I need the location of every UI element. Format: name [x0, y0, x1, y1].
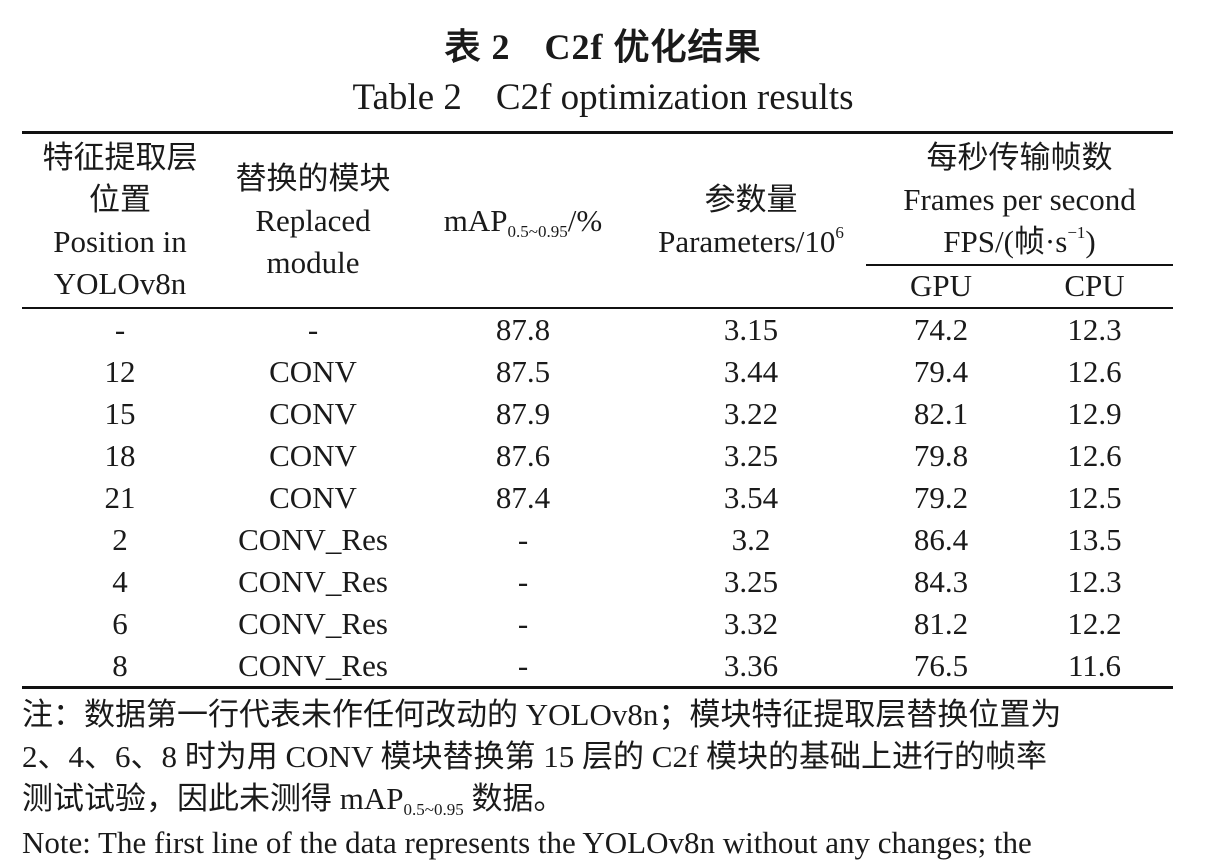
- header-fps-unit-suffix: ): [1085, 224, 1096, 259]
- header-fps-cn: 每秒传输帧数: [926, 140, 1113, 175]
- header-map: mAP0.5~0.95/%: [408, 200, 638, 242]
- cell-gpu: 79.4: [913, 354, 969, 389]
- top-rule: [22, 131, 1173, 134]
- header-position: 特征提取层 位置 Position in YOLOv8n: [22, 137, 218, 305]
- bottom-rule: [22, 686, 1173, 689]
- header-map-sub: 0.5~0.95: [507, 222, 568, 241]
- cell-gpu: 74.2: [913, 312, 969, 347]
- header-module-cn: 替换的模块: [235, 161, 391, 196]
- cell-module: CONV: [269, 480, 357, 515]
- cell-cpu: 12.3: [1067, 312, 1122, 347]
- cell-position: 6: [112, 606, 128, 641]
- cell-position: -: [114, 312, 126, 347]
- cell-module: CONV: [269, 396, 357, 431]
- cell-map: 87.9: [495, 396, 551, 431]
- cell-params: 3.44: [723, 354, 779, 389]
- cell-params: 3.32: [723, 606, 779, 641]
- header-position-en-2: YOLOv8n: [53, 266, 187, 301]
- header-module-en-2: module: [266, 245, 360, 280]
- caption-cn-label: 表 2: [444, 27, 511, 67]
- cell-cpu: 12.9: [1067, 396, 1122, 431]
- header-fps-unit: FPS/(帧·s: [943, 224, 1068, 259]
- cell-cpu: 12.5: [1067, 480, 1122, 515]
- cell-map: 87.4: [495, 480, 551, 515]
- cell-position: 8: [112, 648, 128, 683]
- cell-position: 18: [104, 438, 136, 473]
- table-caption-en: Table 2 C2f optimization results: [0, 76, 1206, 119]
- cell-cpu: 12.3: [1067, 564, 1122, 599]
- note-cn-line3-suffix: 数据。: [463, 781, 565, 816]
- note-en-line1: Note: The first line of the data represe…: [22, 825, 1032, 860]
- header-params-sup: 6: [835, 223, 844, 242]
- header-params-en: Parameters/10: [658, 224, 836, 259]
- header-cpu: CPU: [1064, 268, 1125, 303]
- header-position-cn-2: 位置: [89, 182, 151, 217]
- cell-gpu: 81.2: [913, 606, 969, 641]
- note-cn-line3-sub: 0.5~0.95: [403, 800, 464, 819]
- note-cn-line2: 2、4、6、8 时为用 CONV 模块替换第 15 层的 C2f 模块的基础上进…: [22, 739, 1048, 774]
- cell-module: CONV: [269, 354, 357, 389]
- header-map-suffix: /%: [567, 203, 603, 238]
- table-caption-cn: 表 2 C2f 优化结果: [0, 18, 1206, 70]
- cell-position: 12: [104, 354, 136, 389]
- header-fps: 每秒传输帧数 Frames per second FPS/(帧·s−1): [866, 137, 1173, 263]
- note-cn-line3: 测试试验，因此未测得 mAP0.5~0.95 数据。: [22, 778, 1192, 820]
- cell-map: -: [517, 606, 529, 641]
- cell-position: 21: [104, 480, 136, 515]
- cell-params: 3.54: [723, 480, 779, 515]
- cell-cpu: 12.6: [1067, 354, 1122, 389]
- cell-params: 3.2: [731, 522, 771, 557]
- cell-gpu: 76.5: [913, 648, 969, 683]
- header-gpu: GPU: [909, 268, 972, 303]
- cell-map: -: [517, 564, 529, 599]
- header-params-cn: 参数量: [704, 182, 798, 217]
- cell-cpu: 13.5: [1067, 522, 1122, 557]
- cell-params: 3.36: [723, 648, 779, 683]
- cell-gpu: 79.2: [913, 480, 969, 515]
- cell-map: 87.8: [495, 312, 551, 347]
- header-position-cn-1: 特征提取层: [42, 140, 198, 175]
- cell-gpu: 79.8: [913, 438, 969, 473]
- cell-position: 2: [112, 522, 128, 557]
- cell-module: CONV_Res: [238, 606, 388, 641]
- cell-module: -: [307, 312, 319, 347]
- cell-params: 3.15: [723, 312, 779, 347]
- cell-cpu: 12.2: [1067, 606, 1122, 641]
- cell-gpu: 86.4: [913, 522, 969, 557]
- caption-en-label: Table 2: [352, 77, 462, 118]
- cell-module: CONV_Res: [238, 648, 388, 683]
- caption-cn-title: C2f 优化结果: [544, 27, 762, 67]
- cell-map: 87.6: [495, 438, 551, 473]
- header-module-en-1: Replaced: [255, 203, 371, 238]
- header-bottom-rule: [22, 307, 1173, 309]
- cell-params: 3.25: [723, 564, 779, 599]
- cell-cpu: 12.6: [1067, 438, 1122, 473]
- cell-map: -: [517, 648, 529, 683]
- cell-params: 3.22: [723, 396, 779, 431]
- fps-sub-rule: [866, 264, 1173, 266]
- note-cn-line3-prefix: 测试试验，因此未测得 mAP: [22, 781, 404, 816]
- cell-map: -: [517, 522, 529, 557]
- header-fps-en: Frames per second: [903, 182, 1136, 217]
- header-position-en-1: Position in: [53, 224, 187, 259]
- note-cn-line1: 注：数据第一行代表未作任何改动的 YOLOv8n；模块特征提取层替换位置为: [22, 697, 1062, 732]
- header-fps-unit-sup: −1: [1067, 223, 1086, 242]
- cell-cpu: 11.6: [1067, 648, 1122, 683]
- caption-en-title: C2f optimization results: [495, 77, 854, 118]
- header-params: 参数量 Parameters/106: [636, 179, 866, 263]
- cell-params: 3.25: [723, 438, 779, 473]
- cell-module: CONV_Res: [238, 564, 388, 599]
- cell-position: 15: [104, 396, 136, 431]
- header-module: 替换的模块 Replaced module: [218, 158, 408, 284]
- header-map-prefix: mAP: [443, 203, 508, 238]
- cell-position: 4: [112, 564, 128, 599]
- cell-module: CONV_Res: [238, 522, 388, 557]
- cell-gpu: 84.3: [913, 564, 969, 599]
- cell-module: CONV: [269, 438, 357, 473]
- cell-map: 87.5: [495, 354, 551, 389]
- cell-gpu: 82.1: [913, 396, 969, 431]
